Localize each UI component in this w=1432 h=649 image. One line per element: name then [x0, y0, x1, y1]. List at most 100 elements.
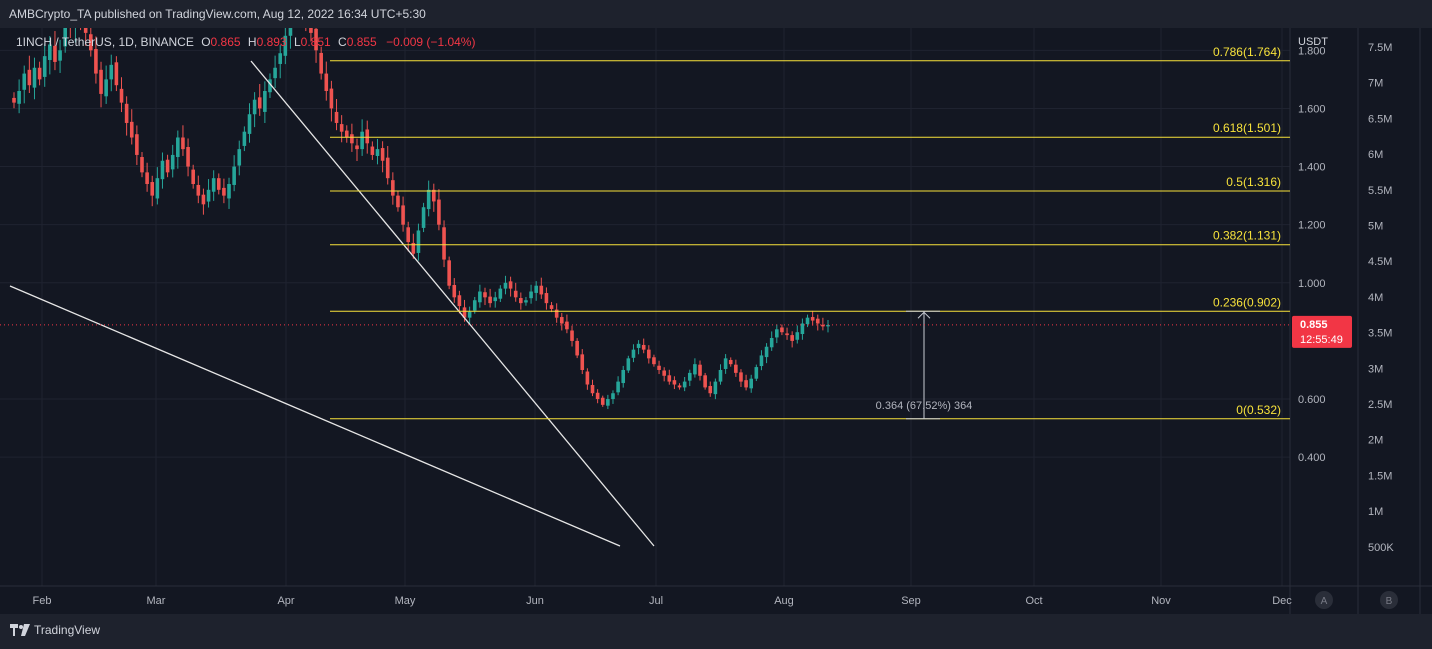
candle-body: [503, 282, 508, 289]
auto-scale-button[interactable]: [1315, 591, 1333, 609]
candle-body: [447, 260, 451, 286]
candle-body: [12, 97, 16, 103]
candle-body: [821, 324, 825, 327]
candle-body: [728, 359, 733, 365]
candle-body: [606, 399, 610, 406]
candle-body: [544, 293, 549, 304]
candle-body: [411, 242, 416, 254]
candle-body: [519, 298, 523, 304]
high-label: H: [248, 35, 257, 49]
candle-body: [744, 380, 748, 388]
candle-body: [749, 378, 754, 389]
candle-body: [360, 131, 364, 150]
candle-body: [431, 189, 436, 202]
candle-body: [181, 137, 185, 150]
volume-tick-label: 500K: [1368, 542, 1394, 554]
candle-body: [524, 300, 528, 303]
symbol-name: 1INCH / TetherUS, 1D, BINANCE: [16, 35, 194, 49]
volume-tick-label: 4.5M: [1368, 256, 1392, 268]
candle-body: [826, 324, 830, 327]
log-scale-button[interactable]: [1380, 591, 1398, 609]
measure-label: 0.364 (67.52%) 364: [876, 400, 973, 412]
candle-body: [365, 129, 370, 144]
fib-retracement[interactable]: 1(2.100)0.786(1.764)0.618(1.501)0.5(1.31…: [330, 28, 1290, 420]
candle-body: [764, 346, 769, 358]
time-axis-label: May: [395, 595, 416, 607]
candle-body: [27, 69, 32, 86]
candle-body: [129, 121, 134, 138]
fib-level-label: 0(0.532): [1236, 403, 1281, 417]
candle-body: [739, 372, 743, 382]
candle-body: [534, 285, 538, 293]
candle-body: [672, 380, 677, 385]
time-axis-labels[interactable]: Feb Mar Apr May Jun Jul Aug Sep Oct Nov Dec: [33, 595, 1293, 607]
candle-body: [713, 381, 718, 395]
volume-tick-label: 6M: [1368, 149, 1383, 161]
volume-tick-label: 2M: [1368, 435, 1383, 447]
upper-trendline[interactable]: [250, 60, 655, 547]
candle-body: [718, 369, 723, 382]
symbol-legend[interactable]: 1INCH / TetherUS, 1D, BINANCE O0.865 H0.…: [16, 35, 475, 49]
candle-body: [273, 67, 277, 79]
candle-body: [647, 349, 651, 359]
low-label: L: [294, 35, 301, 49]
volume-tick-label: 7M: [1368, 78, 1383, 90]
volume-tick-label: 5.5M: [1368, 185, 1392, 197]
time-axis-label: Feb: [33, 595, 52, 607]
volume-tick-label: 5M: [1368, 221, 1383, 233]
volume-tick-label: 2.5M: [1368, 399, 1392, 411]
candle-body: [467, 311, 472, 318]
candle-body: [759, 355, 764, 367]
candle-body: [416, 230, 421, 253]
candle-body: [22, 73, 27, 90]
candle-body: [437, 199, 441, 225]
candle-body: [815, 318, 820, 324]
fib-level-label: 0.618(1.501): [1213, 121, 1281, 135]
candle-body: [693, 364, 697, 375]
candle-body: [667, 375, 672, 382]
open-value: 0.865: [211, 35, 241, 49]
candle-body: [63, 15, 67, 47]
candle-body: [252, 99, 257, 115]
fib-level-label: 0.236(0.902): [1213, 295, 1281, 309]
price-axis-bg[interactable]: [1290, 28, 1358, 586]
candle-body: [329, 88, 334, 109]
candle-body: [457, 295, 462, 307]
candle-countdown: 12:55:49: [1300, 334, 1343, 346]
time-axis-label: Aug: [774, 595, 794, 607]
lower-trendline[interactable]: [9, 285, 621, 547]
volume-axis-bg[interactable]: [1358, 28, 1432, 586]
candle-body: [600, 397, 605, 405]
candle-body: [263, 91, 267, 112]
candle-body: [114, 62, 119, 86]
candle-body: [324, 73, 329, 92]
candle-body: [626, 358, 631, 371]
price-range-measure[interactable]: 0.364 (67.52%) 364: [876, 310, 973, 420]
candle-body: [703, 375, 707, 388]
candle-body: [104, 79, 108, 97]
candle-body: [53, 45, 57, 62]
auto-scale-label: A: [1321, 596, 1328, 607]
candle-body: [391, 180, 395, 196]
last-price-tag-bg: [1292, 315, 1352, 348]
candle-body: [196, 184, 201, 196]
candle-body: [498, 288, 503, 299]
candle-body: [682, 381, 687, 388]
candle-body: [636, 343, 641, 348]
candle-body: [775, 329, 779, 338]
candle-body: [570, 330, 574, 341]
fib-level-label: 0.382(1.131): [1213, 229, 1281, 243]
candle-body: [539, 285, 544, 295]
chart-frame[interactable]: 1(2.100)0.786(1.764)0.618(1.501)0.5(1.31…: [0, 0, 1432, 614]
candle-body: [631, 349, 636, 358]
tradingview-brand[interactable]: TradingView: [10, 623, 100, 637]
candle-body: [483, 292, 487, 298]
publisher-bar: AMBCrypto_TA published on TradingView.co…: [0, 0, 1432, 28]
candle-body: [42, 56, 47, 77]
candles: [12, 0, 830, 410]
candle-body: [488, 296, 492, 304]
candle-body: [211, 178, 216, 192]
price-chart[interactable]: 1(2.100)0.786(1.764)0.618(1.501)0.5(1.31…: [0, 0, 1432, 614]
close-label: C: [338, 35, 347, 49]
candle-body: [641, 344, 646, 350]
